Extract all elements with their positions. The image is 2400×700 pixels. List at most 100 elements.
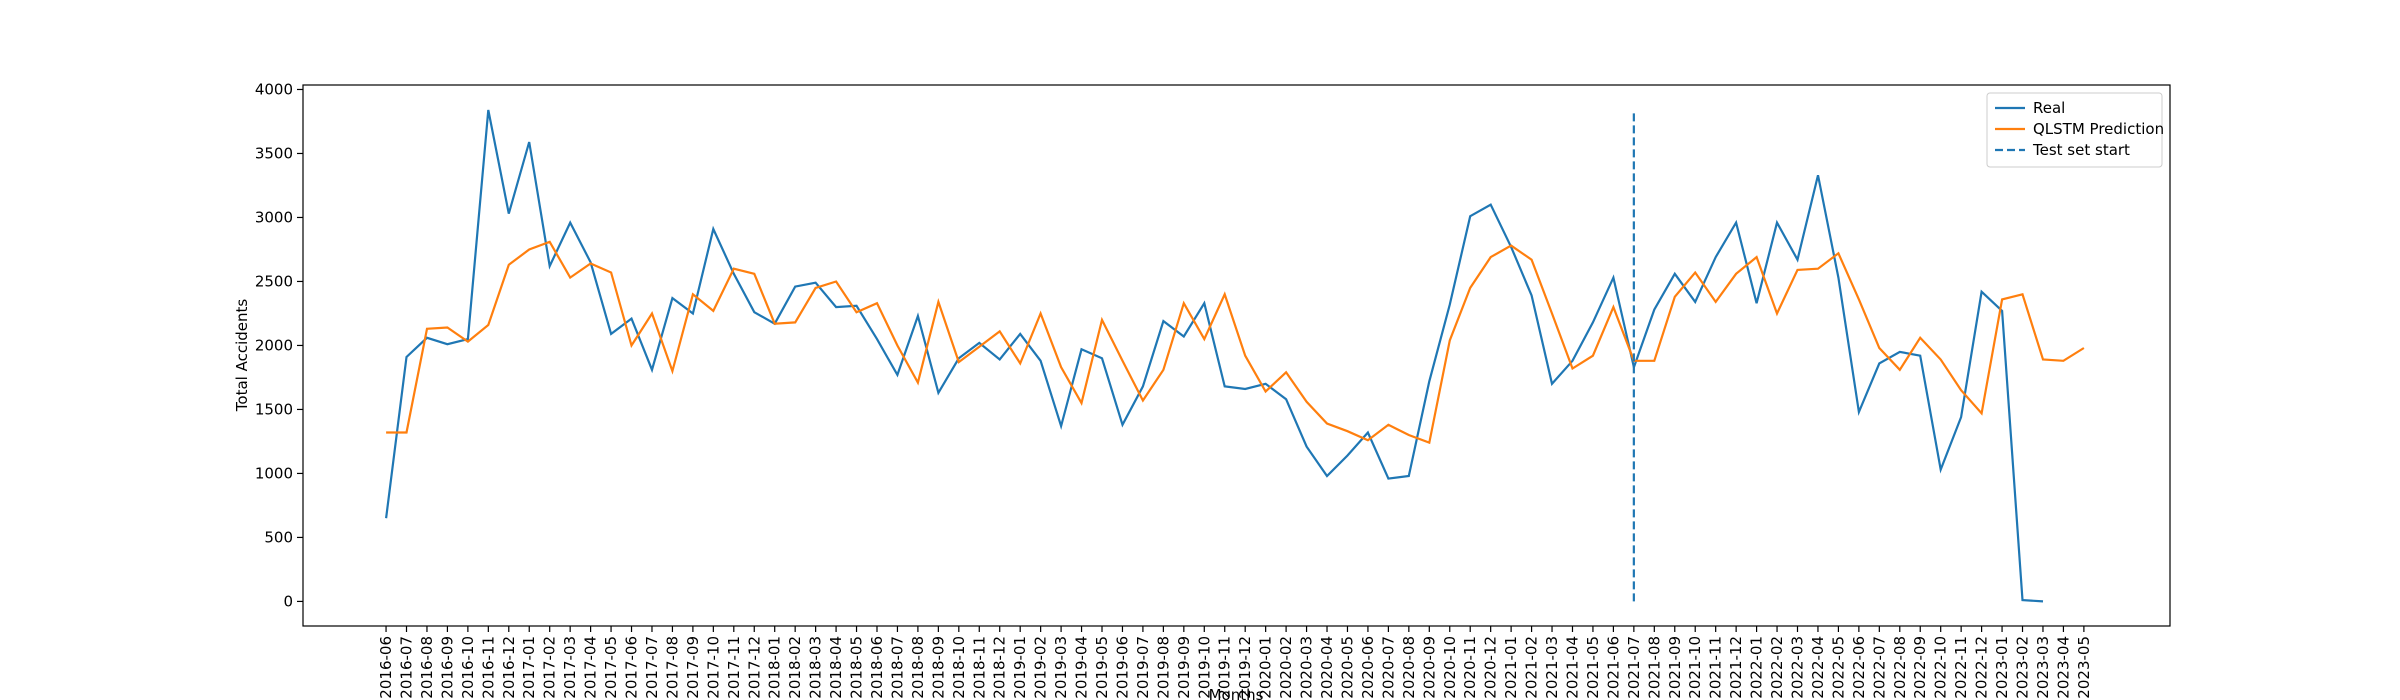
y-tick-label: 500 — [264, 528, 293, 546]
y-tick-label: 0 — [283, 592, 293, 610]
axes-frame — [302, 84, 2171, 627]
x-tick-label: 2020-01 — [1257, 636, 1275, 699]
x-tick-label: 2022-05 — [1829, 636, 1847, 699]
x-tick-label: 2018-11 — [970, 636, 988, 699]
y-axis-label: Total Accidents — [233, 299, 251, 413]
x-tick-label: 2020-12 — [1482, 636, 1500, 699]
x-tick-label: 2021-03 — [1543, 636, 1561, 699]
y-tick-label: 1500 — [255, 400, 293, 418]
x-tick-label: 2017-03 — [561, 636, 579, 699]
y-tick-label: 3500 — [255, 144, 293, 162]
x-tick-label: 2018-07 — [888, 636, 906, 699]
x-tick-label: 2017-05 — [602, 636, 620, 699]
x-tick-label: 2017-09 — [684, 636, 702, 699]
x-tick-label: 2022-10 — [1932, 636, 1950, 699]
x-tick-label: 2023-04 — [2054, 636, 2072, 699]
x-tick-label: 2020-07 — [1379, 636, 1397, 699]
y-tick-label: 2000 — [255, 336, 293, 354]
x-tick-label: 2019-02 — [1032, 636, 1050, 699]
x-tick-label: 2019-01 — [1011, 636, 1029, 699]
x-tick-label: 2022-12 — [1973, 636, 1991, 699]
x-tick-label: 2023-01 — [1993, 636, 2011, 699]
x-tick-label: 2016-08 — [418, 636, 436, 699]
x-tick-label: 2016-10 — [459, 636, 477, 699]
x-tick-label: 2021-10 — [1686, 636, 1704, 699]
x-tick-label: 2020-06 — [1359, 636, 1377, 699]
x-tick-label: 2020-11 — [1461, 636, 1479, 699]
legend-box — [1986, 92, 2163, 168]
x-tick-label: 2022-02 — [1768, 636, 1786, 699]
x-tick-label: 2016-11 — [479, 636, 497, 699]
x-tick-label: 2021-08 — [1645, 636, 1663, 699]
x-tick-label: 2020-10 — [1441, 636, 1459, 699]
x-tick-label: 2019-03 — [1052, 636, 1070, 699]
y-tick-label: 4000 — [255, 80, 293, 98]
x-tick-label: 2021-06 — [1604, 636, 1622, 699]
x-tick-label: 2018-12 — [991, 636, 1009, 699]
x-tick-label: 2020-04 — [1318, 636, 1336, 699]
x-tick-label: 2021-07 — [1625, 636, 1643, 699]
x-tick-label: 2018-04 — [827, 636, 845, 699]
x-tick-label: 2019-06 — [1113, 636, 1131, 699]
x-tick-label: 2017-08 — [663, 636, 681, 699]
x-tick-label: 2018-01 — [766, 636, 784, 699]
legend-label: Test set start — [2032, 141, 2130, 159]
x-tick-label: 2023-03 — [2034, 636, 2052, 699]
x-tick-label: 2021-05 — [1584, 636, 1602, 699]
x-tick-label: 2020-02 — [1277, 636, 1295, 699]
x-tick-label: 2021-09 — [1666, 636, 1684, 699]
x-tick-label: 2020-09 — [1420, 636, 1438, 699]
x-tick-label: 2017-11 — [725, 636, 743, 699]
x-tick-label: 2018-03 — [807, 636, 825, 699]
x-tick-label: 2022-04 — [1809, 636, 1827, 699]
x-tick-label: 2020-03 — [1298, 636, 1316, 699]
x-tick-label: 2019-10 — [1195, 636, 1213, 699]
legend-label: QLSTM Prediction — [2033, 120, 2164, 138]
x-tick-label: 2018-08 — [909, 636, 927, 699]
x-tick-label: 2019-12 — [1236, 636, 1254, 699]
x-tick-label: 2022-08 — [1891, 636, 1909, 699]
x-tick-label: 2019-05 — [1093, 636, 1111, 699]
x-tick-label: 2019-04 — [1073, 636, 1091, 699]
x-tick-label: 2019-11 — [1216, 636, 1234, 699]
x-tick-label: 2017-07 — [643, 636, 661, 699]
x-tick-label: 2022-11 — [1952, 636, 1970, 699]
x-tick-label: 2023-05 — [2075, 636, 2093, 699]
x-tick-label: 2018-02 — [786, 636, 804, 699]
x-tick-label: 2017-06 — [623, 636, 641, 699]
x-tick-label: 2017-10 — [704, 636, 722, 699]
x-tick-label: 2021-12 — [1727, 636, 1745, 699]
x-axis-label: Months — [1209, 686, 1264, 700]
x-tick-label: 2016-09 — [438, 636, 456, 699]
y-tick-label: 3000 — [255, 208, 293, 226]
x-tick-label: 2022-01 — [1748, 636, 1766, 699]
x-tick-label: 2020-08 — [1400, 636, 1418, 699]
x-tick-label: 2019-08 — [1154, 636, 1172, 699]
x-tick-label: 2016-12 — [500, 636, 518, 699]
x-tick-label: 2017-02 — [541, 636, 559, 699]
x-tick-label: 2021-11 — [1707, 636, 1725, 699]
series-line — [386, 240, 2085, 445]
x-tick-label: 2017-12 — [745, 636, 763, 699]
x-tick-label: 2018-05 — [848, 636, 866, 699]
x-tick-label: 2017-01 — [520, 636, 538, 699]
x-tick-label: 2020-05 — [1338, 636, 1356, 699]
x-tick-label: 2021-04 — [1563, 636, 1581, 699]
x-tick-label: 2021-02 — [1523, 636, 1541, 699]
x-tick-label: 2016-07 — [398, 636, 416, 699]
x-tick-label: 2022-03 — [1789, 636, 1807, 699]
x-tick-label: 2018-09 — [929, 636, 947, 699]
x-tick-label: 2023-02 — [2014, 636, 2032, 699]
series-line — [385, 109, 2044, 603]
y-tick-label: 2500 — [255, 272, 293, 290]
x-tick-label: 2019-09 — [1175, 636, 1193, 699]
y-tick-label: 1000 — [255, 464, 293, 482]
x-tick-label: 2022-09 — [1911, 636, 1929, 699]
x-tick-label: 2021-01 — [1502, 636, 1520, 699]
x-tick-label: 2022-06 — [1850, 636, 1868, 699]
x-tick-label: 2019-07 — [1134, 636, 1152, 699]
x-tick-label: 2018-10 — [950, 636, 968, 699]
legend-label: Real — [2033, 99, 2065, 117]
x-tick-label: 2022-07 — [1870, 636, 1888, 699]
